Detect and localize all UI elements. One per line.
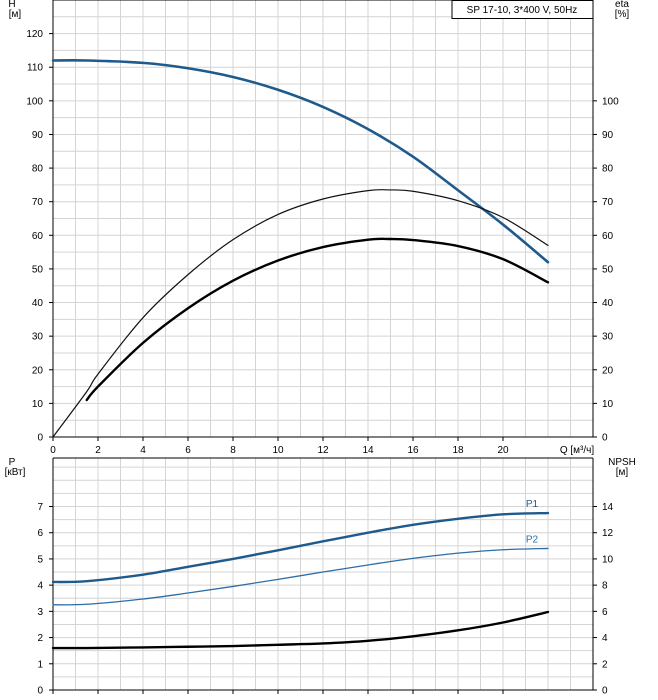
right-tick-label: 12: [602, 528, 614, 539]
x-tick-label: 14: [362, 445, 374, 456]
right-tick-label: 10: [602, 554, 614, 565]
right-tick-label: 50: [602, 264, 614, 275]
right-tick-label: 30: [602, 332, 614, 343]
left-tick-label: 110: [27, 63, 43, 74]
chart-title: SP 17-10, 3*400 V, 50Hz: [467, 5, 578, 16]
x-tick-label: 12: [317, 445, 329, 456]
x-tick-label: 8: [230, 445, 236, 456]
left-tick-label: 50: [32, 264, 44, 275]
left-axis-unit: [кВт]: [5, 467, 26, 478]
right-tick-label: 20: [602, 365, 614, 376]
series-line-2-2: [52, 547, 549, 606]
right-tick-label: 2: [602, 659, 608, 670]
right-axis-unit: [%]: [615, 9, 630, 20]
right-axis-title: eta: [615, 0, 629, 10]
right-tick-label: 0: [602, 686, 608, 697]
left-tick-label: 4: [37, 581, 43, 592]
right-tick-label: 100: [602, 96, 619, 107]
left-axis-title: H: [8, 0, 15, 10]
left-tick-label: 90: [32, 130, 44, 141]
right-tick-label: 40: [602, 298, 614, 309]
x-tick-label: 2: [95, 445, 101, 456]
series-line-2-1: [51, 511, 550, 584]
right-tick-label: 6: [602, 607, 608, 618]
left-tick-label: 20: [32, 365, 44, 376]
series-line-1-2: [52, 189, 549, 438]
right-tick-label: 8: [602, 581, 608, 592]
left-tick-label: 7: [37, 502, 43, 513]
left-tick-label: 0: [37, 686, 43, 697]
right-tick-label: 70: [602, 197, 614, 208]
x-tick-label: 6: [185, 445, 191, 456]
x-tick-label: 0: [50, 445, 56, 456]
left-tick-label: 120: [26, 29, 43, 40]
series-line-1-3: [85, 237, 550, 402]
right-tick-label: 90: [602, 130, 614, 141]
x-tick-label: 10: [272, 445, 284, 456]
left-tick-label: 70: [32, 197, 44, 208]
title-box: [451, 0, 594, 19]
x-axis-title: Q [м³/ч]: [560, 445, 595, 456]
right-tick-label: 0: [602, 433, 608, 444]
x-tick-label: 20: [497, 445, 509, 456]
head-efficiency-plot: 0102030405060708090100110120010203040506…: [8, 0, 629, 456]
left-tick-label: 2: [37, 633, 43, 644]
left-tick-label: 40: [32, 298, 44, 309]
left-tick-label: 80: [32, 164, 44, 175]
left-tick-label: 10: [32, 399, 44, 410]
right-tick-label: 80: [602, 164, 614, 175]
left-tick-label: 6: [37, 528, 43, 539]
right-tick-label: 60: [602, 231, 614, 242]
right-tick-label: 14: [602, 502, 614, 513]
x-tick-label: 18: [452, 445, 464, 456]
left-tick-label: 100: [26, 96, 43, 107]
left-tick-label: 30: [32, 332, 44, 343]
x-tick-label: 16: [407, 445, 419, 456]
left-tick-label: 0: [37, 433, 43, 444]
x-tick-label: 4: [140, 445, 146, 456]
right-tick-label: 10: [602, 399, 614, 410]
left-tick-label: 3: [37, 607, 43, 618]
right-axis-unit: [м]: [616, 467, 629, 478]
left-tick-label: 5: [37, 554, 43, 565]
series-label: P2: [526, 534, 539, 545]
series-line-2-3: [51, 610, 550, 650]
left-axis-unit: [м]: [9, 9, 22, 20]
left-tick-label: 60: [32, 231, 44, 242]
right-axis-title: NPSH: [608, 457, 636, 468]
series-line-1-1: [51, 59, 550, 264]
left-tick-label: 1: [37, 659, 43, 670]
right-tick-label: 4: [602, 633, 608, 644]
series-label: P1: [526, 499, 539, 510]
left-axis-title: P: [9, 457, 16, 468]
